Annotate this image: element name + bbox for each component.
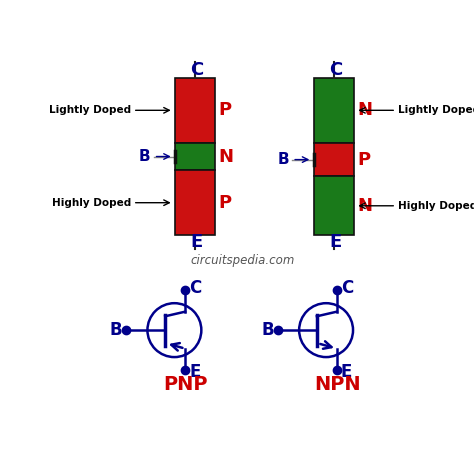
Text: E: E xyxy=(191,233,203,251)
Text: N: N xyxy=(219,148,233,166)
Text: P: P xyxy=(219,194,231,212)
Text: NPN: NPN xyxy=(314,375,361,394)
Text: E: E xyxy=(329,233,341,251)
Text: B: B xyxy=(109,321,122,339)
Text: N: N xyxy=(357,101,372,119)
Bar xyxy=(175,170,215,236)
Text: PNP: PNP xyxy=(164,375,208,394)
Text: Highly Doped: Highly Doped xyxy=(398,201,474,211)
Text: P: P xyxy=(357,151,370,168)
Text: Lightly Doped: Lightly Doped xyxy=(49,105,131,115)
Text: P: P xyxy=(219,101,231,119)
Bar xyxy=(175,143,215,170)
Bar xyxy=(175,78,215,143)
Text: E: E xyxy=(189,364,201,381)
Text: C: C xyxy=(190,61,203,79)
Bar xyxy=(314,143,354,176)
Bar xyxy=(314,176,354,236)
Bar xyxy=(314,78,354,143)
Text: C: C xyxy=(328,61,342,79)
Text: E: E xyxy=(341,364,352,381)
Text: B: B xyxy=(261,321,273,339)
Text: B: B xyxy=(277,152,289,167)
Text: Lightly Doped: Lightly Doped xyxy=(398,105,474,115)
Text: N: N xyxy=(357,197,372,215)
Text: C: C xyxy=(189,279,201,297)
Text: Highly Doped: Highly Doped xyxy=(52,197,131,207)
Text: B: B xyxy=(139,149,151,164)
Text: C: C xyxy=(341,279,353,297)
Text: circuitspedia.com: circuitspedia.com xyxy=(191,254,295,267)
